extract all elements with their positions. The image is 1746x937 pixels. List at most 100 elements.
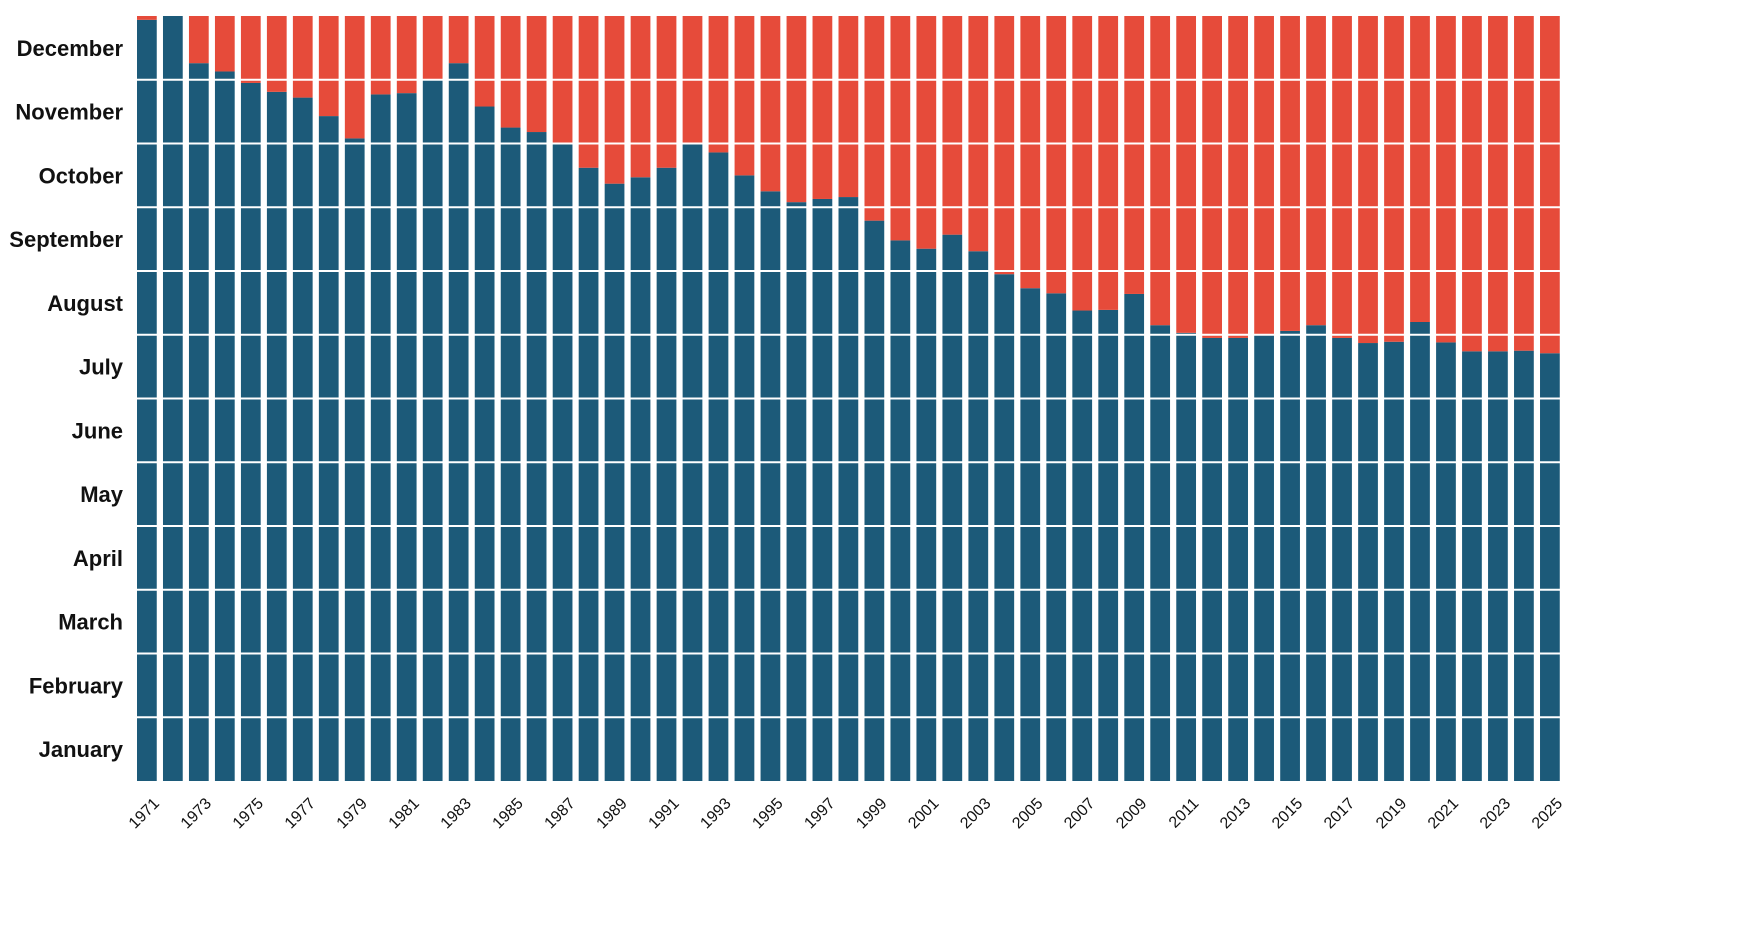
bar-1993-series-2	[708, 16, 729, 153]
bar-2019-series-2	[1384, 16, 1404, 342]
bar-2023-series-1	[1488, 351, 1508, 781]
year-label-1981: 1981	[386, 795, 423, 832]
bar-1984-series-2	[474, 16, 495, 107]
year-label-1989: 1989	[594, 795, 631, 832]
bar-1994-series-1	[734, 175, 755, 782]
bar-1974-series-1	[214, 71, 235, 781]
bar-1997-series-2	[812, 16, 833, 199]
bars-group	[137, 16, 1560, 782]
bar-1999-series-1	[864, 220, 885, 781]
bar-1997-series-1	[812, 198, 833, 781]
year-label-2003: 2003	[957, 795, 994, 832]
bar-1976-series-1	[266, 91, 287, 782]
bar-2010-series-2	[1150, 16, 1171, 326]
bar-2001-series-1	[916, 248, 937, 781]
bar-1978-series-2	[318, 16, 339, 117]
bar-2014-series-2	[1254, 16, 1274, 335]
bar-1974-series-2	[214, 16, 235, 72]
bar-1988-series-1	[578, 167, 599, 782]
bar-1981-series-2	[396, 16, 417, 94]
bar-2017-series-1	[1332, 337, 1352, 781]
bar-1977-series-1	[292, 97, 313, 782]
year-label-2019: 2019	[1373, 795, 1410, 832]
bar-1973-series-1	[188, 63, 209, 782]
month-label-april: April	[73, 546, 123, 571]
bar-1999-series-2	[864, 16, 885, 221]
bar-1995-series-1	[760, 191, 781, 781]
bar-2019-series-1	[1384, 341, 1404, 781]
month-label-september: September	[9, 227, 123, 252]
bar-2004-series-1	[994, 274, 1015, 781]
month-gridlines	[137, 78, 1566, 719]
month-label-november: November	[15, 100, 123, 125]
bar-1983-series-1	[448, 63, 469, 782]
year-label-2011: 2011	[1166, 795, 1202, 831]
bar-2013-series-1	[1228, 337, 1248, 781]
bar-2017-series-2	[1332, 16, 1352, 338]
year-label-1977: 1977	[282, 795, 319, 832]
month-label-july: July	[79, 355, 124, 380]
bar-1993-series-1	[708, 152, 729, 782]
month-label-january: January	[39, 737, 124, 762]
bar-2009-series-2	[1124, 16, 1145, 294]
month-label-december: December	[17, 36, 124, 61]
bar-2005-series-2	[1020, 16, 1041, 289]
bar-1985-series-1	[500, 127, 521, 781]
bar-1979-series-2	[344, 16, 365, 139]
bar-1971-series-1	[137, 19, 157, 781]
bar-1982-series-1	[422, 79, 443, 781]
bar-2021-series-1	[1436, 342, 1456, 781]
month-label-march: March	[58, 610, 123, 635]
bar-1984-series-1	[474, 106, 495, 781]
bar-1979-series-1	[344, 138, 365, 781]
bar-1998-series-1	[838, 197, 859, 782]
bar-2018-series-1	[1358, 343, 1378, 781]
bar-1978-series-1	[318, 116, 339, 782]
bar-2018-series-2	[1358, 16, 1378, 344]
month-label-june: June	[72, 418, 123, 443]
bar-2011-series-1	[1176, 332, 1197, 781]
year-label-1973: 1973	[178, 795, 215, 832]
year-label-1991: 1991	[646, 795, 683, 832]
bar-2003-series-1	[968, 251, 989, 782]
bar-1994-series-2	[734, 16, 755, 176]
year-label-1993: 1993	[697, 795, 734, 832]
year-label-2013: 2013	[1217, 795, 1254, 832]
year-label-1985: 1985	[490, 795, 527, 832]
bar-1983-series-2	[448, 16, 469, 64]
bar-2004-series-2	[994, 16, 1015, 275]
bar-1977-series-2	[292, 16, 313, 98]
bar-2007-series-2	[1072, 16, 1093, 311]
bar-2016-series-1	[1306, 325, 1326, 781]
bar-2010-series-1	[1150, 325, 1171, 781]
bar-2012-series-2	[1202, 16, 1222, 338]
month-label-october: October	[39, 163, 124, 188]
bar-1988-series-2	[578, 16, 599, 168]
bar-1980-series-2	[370, 16, 391, 95]
bar-2020-series-1	[1410, 322, 1430, 781]
bar-2008-series-2	[1098, 16, 1119, 310]
year-label-2009: 2009	[1113, 795, 1150, 832]
bar-1998-series-2	[838, 16, 859, 198]
bar-2008-series-1	[1098, 309, 1119, 781]
year-label-1971: 1971	[126, 795, 163, 832]
bar-2003-series-2	[968, 16, 989, 252]
bar-1982-series-2	[422, 16, 443, 80]
year-axis-labels: 1971 1973 1975 1977 1979 1981 1983 1985 1987 1989…	[126, 795, 1566, 832]
bar-2020-series-2	[1410, 16, 1430, 322]
bar-1986-series-2	[526, 16, 547, 133]
year-label-2023: 2023	[1477, 795, 1514, 832]
year-label-1975: 1975	[230, 795, 267, 832]
bar-1986-series-1	[526, 132, 547, 781]
bar-2006-series-1	[1046, 293, 1067, 781]
bar-1990-series-1	[630, 177, 651, 782]
bar-2023-series-2	[1488, 16, 1508, 352]
bar-2021-series-2	[1436, 16, 1456, 343]
bar-1975-series-1	[240, 82, 261, 781]
bar-1976-series-2	[266, 16, 287, 92]
month-label-february: February	[29, 673, 124, 698]
bar-2015-series-2	[1280, 16, 1300, 331]
month-label-august: August	[47, 291, 123, 316]
bar-1991-series-1	[656, 167, 677, 782]
